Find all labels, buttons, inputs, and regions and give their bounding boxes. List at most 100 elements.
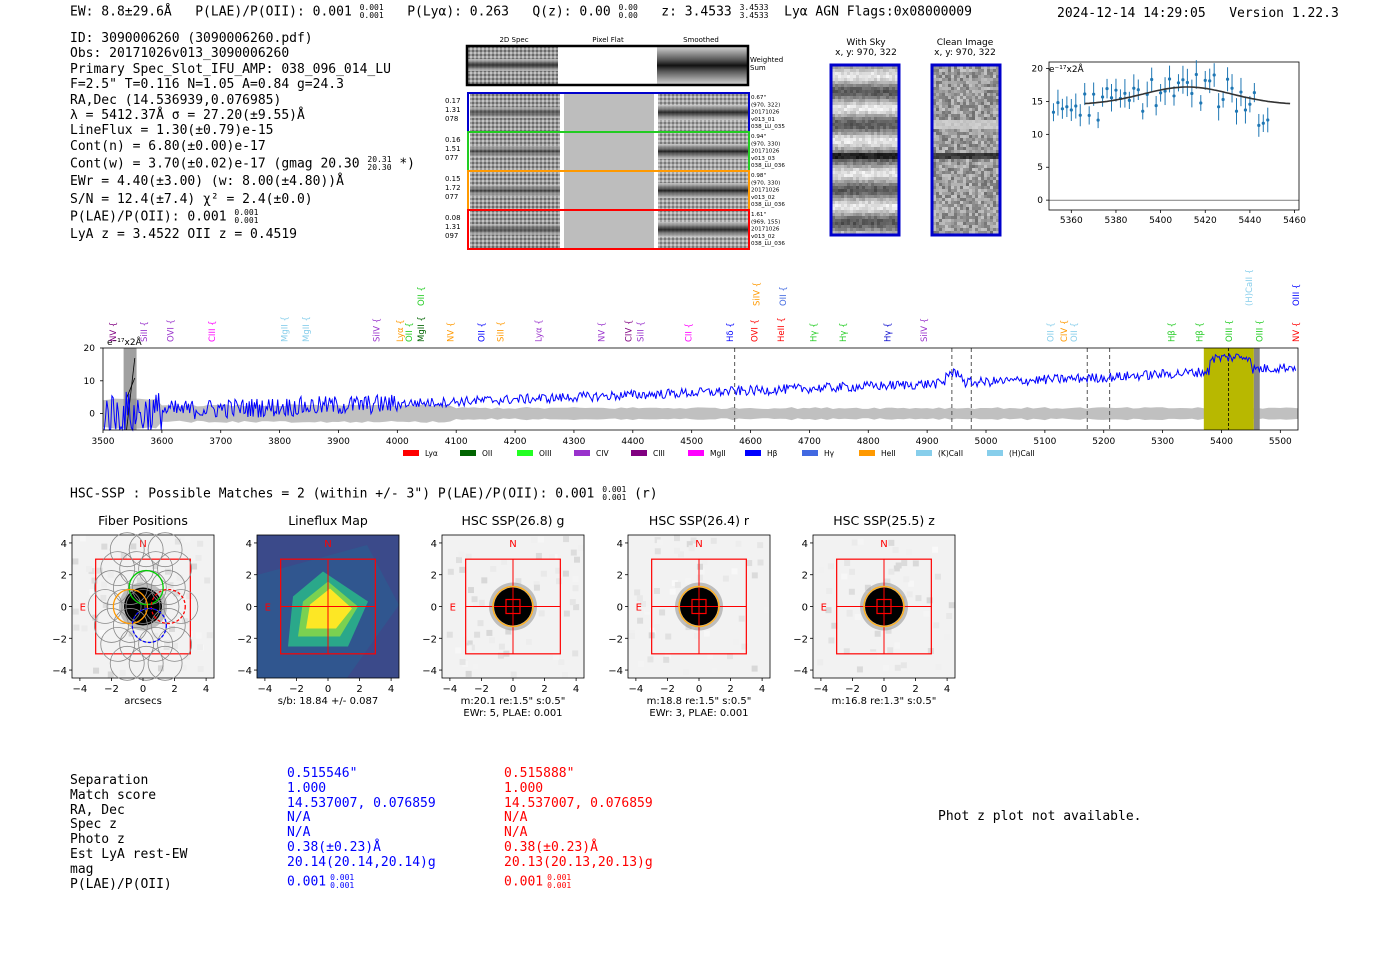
image-xtick: −2 [845,684,860,695]
emission-line-label: SiII { [140,321,150,342]
header-line: EW: 8.8±29.6Å P(LAE)/P(OII): 0.001 0.001… [70,4,972,20]
spectrum-xtick: 4000 [386,437,409,447]
image-xtick: 0 [325,684,331,695]
image-ytick: 0 [617,603,623,614]
emission-line-label: OVI { [167,319,177,342]
image-ytick: −2 [608,634,623,645]
legend-item: (H)CaII [1009,449,1035,458]
cutout-left-text: 1.51 [445,145,461,153]
zoom-point [1217,105,1221,109]
zoom-point [1167,77,1172,81]
legend-item: HeII [881,449,896,458]
with-sky-panel [829,63,901,237]
north-marker: N [324,539,331,550]
emission-line-label: OII { [405,322,415,342]
image-xtick: 4 [203,684,209,695]
header-plya: P(Lyα): 0.263 [407,4,509,20]
fiber [163,589,199,624]
zoom-point [1109,96,1114,100]
zoom-point [1208,79,1212,83]
match-red-col: 0.515888" 1.000 14.537007, 0.076859 N/A N/A 0… [504,766,653,890]
zoom-point [1096,118,1100,122]
header-ew: EW: 8.8±29.6Å [70,4,172,20]
emission-line-label: NV { [109,322,119,342]
zoom-xtick: 5420 [1194,216,1217,226]
info-params: F=2.5" T=0.116 N=1.05 A=0.84 g=24.3 [70,77,344,93]
image-ytick: −2 [422,634,437,645]
cutout-left-text: 0.16 [445,136,461,144]
spectrum-ylabel: e⁻¹⁷x2Å [107,336,143,348]
match-value: 0.38(±0.23)Å [504,839,598,855]
emission-line-label: OVI { [751,319,761,342]
image-ytick: 2 [431,571,437,582]
cutout-right-text: 20171026 [751,110,780,116]
zoom-point [1127,98,1131,103]
zoom-point [1163,89,1167,93]
match-value: 0.38(±0.23)Å [287,839,381,855]
spectrum-xtick: 5400 [1210,437,1233,447]
north-marker: N [695,539,702,550]
emission-line-label: OII { [1070,322,1080,342]
zoom-point [1234,109,1239,113]
clean-image-title: Clean Image x, y: 970, 322 [934,38,996,58]
cutout-col-0: 2D Spec [499,36,528,44]
image-xtick: 4 [759,684,765,695]
image-ytick: 0 [431,603,437,614]
match-value: N/A [504,810,528,826]
fiber [112,570,148,605]
spectrum-xtick: 5000 [975,437,998,447]
spectrum-xtick: 4800 [857,437,880,447]
spectrum-xtick: 3700 [209,437,232,447]
spectrum-ytick: 10 [84,377,96,387]
zoom-xtick: 5400 [1149,216,1172,226]
match-value: 14.537007, 0.076859 [504,795,653,811]
image-ytick: 4 [802,539,808,550]
image-xtick: 2 [541,684,547,695]
emission-line-label: OIII { [1292,284,1302,306]
image-ytick: 0 [802,603,808,614]
emission-line-label: Hδ { [726,322,736,342]
east-marker: E [265,603,271,614]
spectrum-line [103,352,1297,432]
zoom-xtick: 5380 [1105,216,1128,226]
info-lya: LyA z = 3.4522 OII z = 0.4519 [70,227,297,243]
spectrum-xtick: 5500 [1269,437,1292,447]
emission-line-label: Lyα { [396,319,406,342]
emission-line-label: MgII { [280,316,290,342]
cutout-right-text: (970, 330) [751,180,780,186]
zoom-point [1154,104,1158,108]
info-contn: Cont(n) = 6.80(±0.00)e-17 [70,138,266,154]
match-label: Est LyA rest-EW [70,846,188,862]
zoom-point [1221,97,1225,102]
spectrum-xtick: 4500 [680,437,703,447]
cutout-right-text: 038_LU_035 [751,124,785,130]
fiber [119,551,155,587]
cutout-right-text: v013_02 [751,195,775,201]
zoom-point [1074,104,1078,108]
image-panel-title: HSC SSP(26.4) r [649,513,750,528]
spectrum-ytick: 20 [84,344,96,354]
zoom-fit-curve [1084,86,1291,105]
spectrum-xtick: 5200 [1092,437,1115,447]
zoom-point [1252,90,1256,95]
info-sn: S/N = 12.4(±7.4) χ² = 2.4(±0.0) [70,191,313,207]
info-obs: Obs: 20171026v013_3090006260 [70,46,290,62]
cutout-left-text: 1.31 [445,106,461,114]
cutouts-panel: 2D Spec Pixel Flat Smoothed Weighted Sum… [445,36,785,250]
emission-line-label: SiIV { [373,318,383,342]
aperture-circle [492,585,534,628]
fiber [106,589,142,624]
cutout-left-text: 078 [445,115,458,123]
image-xtick: 4 [388,684,394,695]
fiber [144,589,180,624]
weighted-sum-row: Weighted Sum [465,44,783,87]
legend-item: OII [482,449,492,458]
header-tags: Lyα AGN Flags:0x08000009 [784,4,972,20]
header-qz: Q(z): 0.00 [532,4,611,20]
image-ytick: −4 [793,666,808,677]
spectrum-xtick: 3800 [268,437,291,447]
zoom-point [1190,91,1194,96]
